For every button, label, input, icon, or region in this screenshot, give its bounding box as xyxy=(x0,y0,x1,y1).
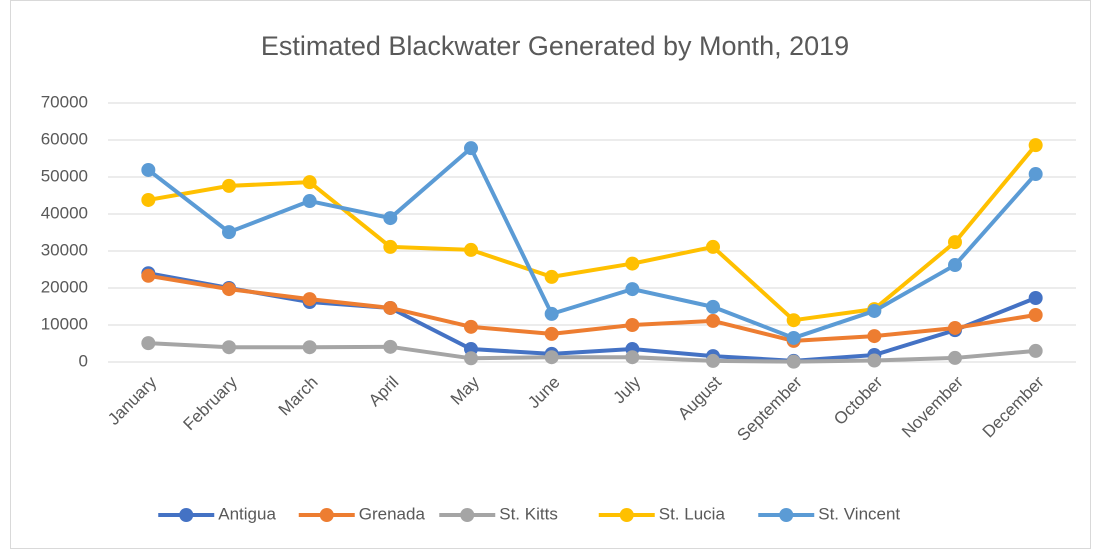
data-point xyxy=(786,330,801,345)
data-point xyxy=(302,175,317,190)
data-point xyxy=(1028,138,1043,153)
data-point xyxy=(948,235,962,250)
data-point xyxy=(1028,343,1043,358)
data-point xyxy=(1028,308,1043,323)
y-tick-label: 10000 xyxy=(41,314,88,333)
data-point xyxy=(302,194,317,209)
data-point xyxy=(1028,290,1043,305)
data-point xyxy=(222,178,236,193)
y-tick-label: 20000 xyxy=(41,277,88,296)
data-point xyxy=(786,354,801,369)
data-point xyxy=(1028,167,1043,182)
y-tick-label: 50000 xyxy=(41,166,88,185)
data-point xyxy=(706,313,720,328)
y-tick-label: 30000 xyxy=(41,240,88,259)
legend-marker xyxy=(179,508,194,522)
legend-marker xyxy=(460,508,475,522)
data-point xyxy=(706,299,720,314)
legend-label: Grenada xyxy=(359,504,426,523)
legend-label: Antigua xyxy=(218,504,276,523)
data-point xyxy=(867,303,882,318)
data-point xyxy=(222,340,236,355)
data-point xyxy=(867,353,882,368)
series-line xyxy=(147,146,1038,340)
series-line xyxy=(148,273,1036,343)
data-point xyxy=(222,282,236,297)
data-point xyxy=(464,319,478,334)
data-point xyxy=(383,339,398,354)
data-point xyxy=(141,162,156,177)
data-point xyxy=(141,336,156,351)
data-point xyxy=(625,318,640,332)
data-point xyxy=(948,258,962,273)
data-point xyxy=(464,351,478,366)
y-tick-label: 0 xyxy=(79,351,88,370)
data-point xyxy=(625,282,640,297)
legend-label: St. Kitts xyxy=(499,504,558,523)
data-point xyxy=(141,192,156,207)
chart-title: Estimated Blackwater Generated by Month,… xyxy=(261,31,849,61)
data-point xyxy=(383,300,398,315)
data-point xyxy=(625,256,640,271)
data-point xyxy=(141,268,156,283)
data-point xyxy=(544,326,559,341)
data-point xyxy=(544,350,559,365)
legend-marker xyxy=(779,508,794,522)
data-point xyxy=(786,313,801,328)
data-point xyxy=(544,306,559,321)
data-point xyxy=(383,211,398,226)
series-line xyxy=(147,143,1038,323)
y-tick-label: 70000 xyxy=(41,92,88,111)
data-point xyxy=(464,141,478,156)
data-point xyxy=(464,242,478,257)
data-point xyxy=(867,329,882,344)
data-point xyxy=(948,320,962,335)
y-tick-label: 40000 xyxy=(41,203,88,222)
data-point xyxy=(544,269,559,284)
data-point xyxy=(383,239,398,254)
data-point xyxy=(302,340,317,355)
series-line xyxy=(148,341,1036,364)
data-point xyxy=(948,350,962,365)
data-point xyxy=(302,292,317,307)
legend-label: St. Vincent xyxy=(818,504,900,523)
data-point xyxy=(706,239,720,254)
y-tick-label: 60000 xyxy=(41,129,88,148)
legend-marker xyxy=(319,508,334,522)
data-point xyxy=(625,350,640,365)
legend-label: St. Lucia xyxy=(659,504,726,523)
data-point xyxy=(222,225,236,240)
series-line xyxy=(147,271,1037,363)
data-point xyxy=(706,353,720,368)
legend-marker xyxy=(619,508,634,522)
